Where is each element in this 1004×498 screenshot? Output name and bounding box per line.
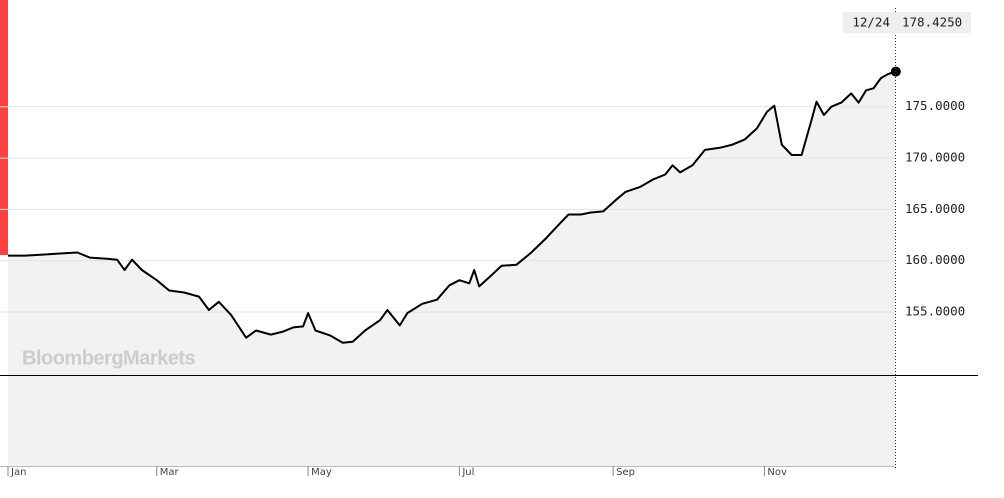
x-tick-label: Sep bbox=[616, 467, 635, 478]
area-fill bbox=[8, 71, 896, 466]
crosshair-box bbox=[843, 12, 971, 33]
crosshair-date: 12/24 bbox=[852, 15, 890, 30]
x-tick-label: Jul bbox=[461, 467, 474, 478]
x-tick-label: May bbox=[311, 467, 332, 478]
y-tick-label: 160.0000 bbox=[905, 252, 965, 267]
crosshair-value: 178.4250 bbox=[902, 15, 962, 30]
y-tick-label: 155.0000 bbox=[905, 304, 965, 319]
y-tick-label: 170.0000 bbox=[905, 150, 965, 165]
x-tick-label: Mar bbox=[160, 467, 180, 478]
y-tick-label: 165.0000 bbox=[905, 201, 965, 216]
red-marker bbox=[0, 0, 8, 255]
watermark: BloombergMarkets bbox=[22, 347, 196, 369]
y-tick-label: 175.0000 bbox=[905, 98, 965, 113]
price-line bbox=[8, 70, 897, 344]
x-tick-label: Jan bbox=[10, 467, 26, 478]
x-tick-label: Nov bbox=[767, 467, 787, 478]
